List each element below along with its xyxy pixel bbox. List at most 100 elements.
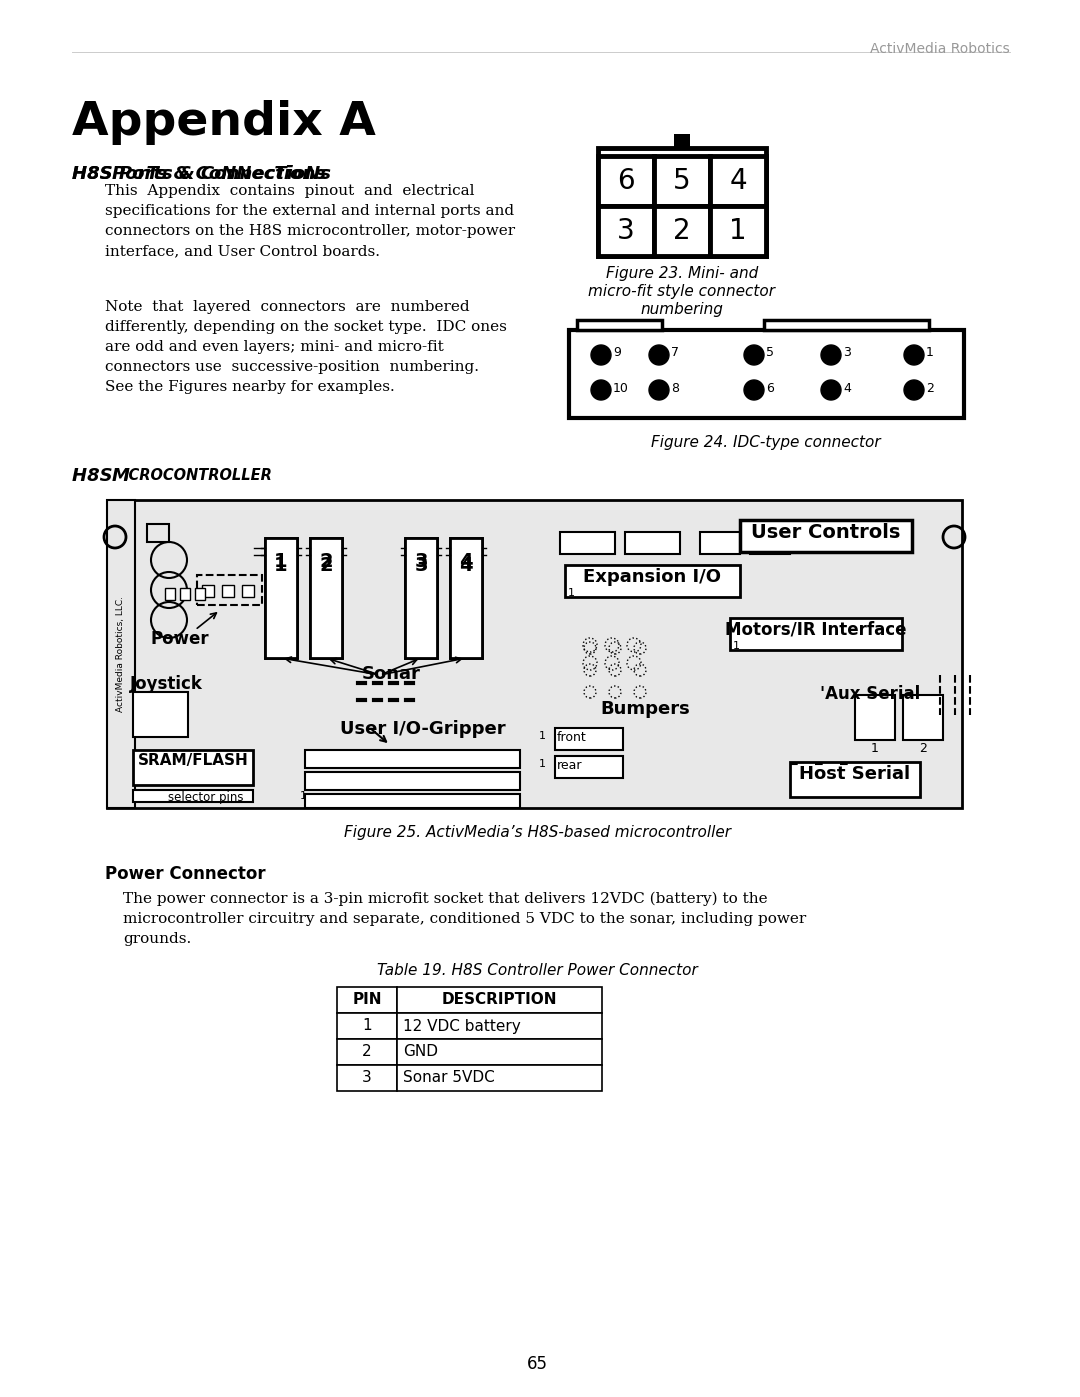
Text: User I/O-Gripper: User I/O-Gripper	[340, 719, 505, 738]
Bar	[337, 1065, 397, 1091]
Text: 6: 6	[766, 381, 774, 394]
Text: Sonar: Sonar	[362, 665, 421, 683]
Text: 1: 1	[729, 217, 746, 244]
Bar	[730, 617, 902, 650]
Circle shape	[904, 380, 924, 400]
Bar	[654, 156, 710, 205]
Circle shape	[591, 345, 611, 365]
Bar	[577, 320, 662, 330]
Text: 12 VDC battery: 12 VDC battery	[403, 1018, 521, 1034]
Text: Joystick: Joystick	[130, 675, 203, 693]
Bar	[133, 750, 253, 785]
Text: Appendix A: Appendix A	[72, 101, 376, 145]
Circle shape	[904, 345, 924, 365]
Text: 3: 3	[415, 552, 428, 571]
Text: Power Connector: Power Connector	[105, 865, 266, 883]
Bar	[397, 1013, 602, 1039]
Text: 1: 1	[539, 759, 546, 768]
Bar	[674, 134, 690, 148]
Bar	[337, 988, 397, 1013]
Text: This  Appendix  contains  pinout  and  electrical: This Appendix contains pinout and electr…	[105, 184, 474, 198]
Text: 2: 2	[320, 556, 333, 576]
Text: 65: 65	[527, 1355, 548, 1373]
Text: differently, depending on the socket type.  IDC ones: differently, depending on the socket typ…	[105, 320, 507, 334]
Text: SRAM/FLASH: SRAM/FLASH	[137, 753, 248, 768]
Text: PIN: PIN	[352, 992, 381, 1007]
Text: front: front	[557, 731, 586, 745]
Text: 1: 1	[274, 552, 287, 571]
Circle shape	[821, 345, 841, 365]
Text: 9: 9	[613, 346, 621, 359]
Bar	[625, 532, 680, 555]
Text: 3: 3	[362, 1070, 372, 1085]
Bar	[107, 500, 962, 807]
Text: 7: 7	[671, 346, 679, 359]
Text: Power: Power	[150, 630, 208, 648]
Text: numbering: numbering	[640, 302, 724, 317]
Bar	[598, 148, 766, 256]
Text: 1: 1	[568, 588, 575, 598]
Bar	[555, 728, 623, 750]
Text: specifications for the external and internal ports and: specifications for the external and inte…	[105, 204, 514, 218]
Bar	[598, 205, 654, 256]
Text: Motors/IR Interface: Motors/IR Interface	[726, 622, 907, 638]
Text: 8: 8	[671, 381, 679, 394]
Text: 1: 1	[362, 1018, 372, 1034]
Bar	[569, 330, 964, 418]
Bar	[180, 588, 190, 599]
Bar	[165, 588, 175, 599]
Text: 1: 1	[539, 731, 546, 740]
Bar	[242, 585, 254, 597]
Text: 10: 10	[613, 381, 629, 394]
Bar	[740, 520, 912, 552]
Bar	[305, 750, 519, 768]
Text: microcontroller circuitry and separate, conditioned 5 VDC to the sonar, includin: microcontroller circuitry and separate, …	[123, 912, 807, 926]
Text: connectors use  successive-position  numbering.: connectors use successive-position numbe…	[105, 360, 480, 374]
Bar	[789, 761, 920, 798]
Text: micro-fit style connector: micro-fit style connector	[589, 284, 775, 299]
Bar	[337, 1013, 397, 1039]
Bar	[133, 692, 188, 738]
Bar	[598, 156, 654, 205]
Text: 2: 2	[673, 217, 691, 244]
Text: Figure 25. ActivMedia’s H8S-based microcontroller: Figure 25. ActivMedia’s H8S-based microc…	[343, 826, 730, 840]
Text: rear: rear	[557, 759, 582, 773]
Bar	[750, 532, 789, 555]
Text: connectors on the H8S microcontroller, motor-power: connectors on the H8S microcontroller, m…	[105, 224, 515, 237]
Text: interface, and User Control boards.: interface, and User Control boards.	[105, 244, 380, 258]
Text: grounds.: grounds.	[123, 932, 191, 946]
Text: Expansion I/O: Expansion I/O	[583, 569, 721, 585]
Text: 'Aux Serial: 'Aux Serial	[820, 685, 920, 703]
Bar	[710, 205, 766, 256]
Bar	[764, 320, 929, 330]
Bar	[197, 576, 262, 605]
Text: DESCRIPTION: DESCRIPTION	[442, 992, 557, 1007]
Text: 2: 2	[919, 742, 927, 754]
Text: 3: 3	[617, 217, 635, 244]
Text: Host Serial: Host Serial	[799, 766, 910, 782]
Text: Figure 23. Mini- and: Figure 23. Mini- and	[606, 265, 758, 281]
Text: 1: 1	[872, 742, 879, 754]
Text: 4: 4	[459, 552, 473, 571]
Text: User Controls: User Controls	[752, 522, 901, 542]
Text: 1: 1	[926, 346, 934, 359]
Text: 6: 6	[617, 168, 635, 196]
Bar	[310, 538, 342, 658]
Text: H8S Ports & Connections: H8S Ports & Connections	[72, 165, 326, 183]
Bar	[107, 500, 135, 807]
Text: Figure 24. IDC-type connector: Figure 24. IDC-type connector	[651, 434, 881, 450]
Text: ICROCONTROLLER: ICROCONTROLLER	[124, 468, 273, 483]
Text: ActivMedia Robotics: ActivMedia Robotics	[870, 42, 1010, 56]
Bar	[265, 538, 297, 658]
Text: H8S: H8S	[72, 467, 119, 485]
Text: See the Figures nearby for examples.: See the Figures nearby for examples.	[105, 380, 395, 394]
Text: 5: 5	[766, 346, 774, 359]
Circle shape	[591, 380, 611, 400]
Bar	[555, 756, 623, 778]
Text: M: M	[112, 467, 130, 485]
Bar	[310, 538, 342, 658]
Bar	[450, 538, 482, 658]
Bar	[710, 156, 766, 205]
Text: H8S: H8S	[72, 165, 119, 183]
Bar	[903, 694, 943, 740]
